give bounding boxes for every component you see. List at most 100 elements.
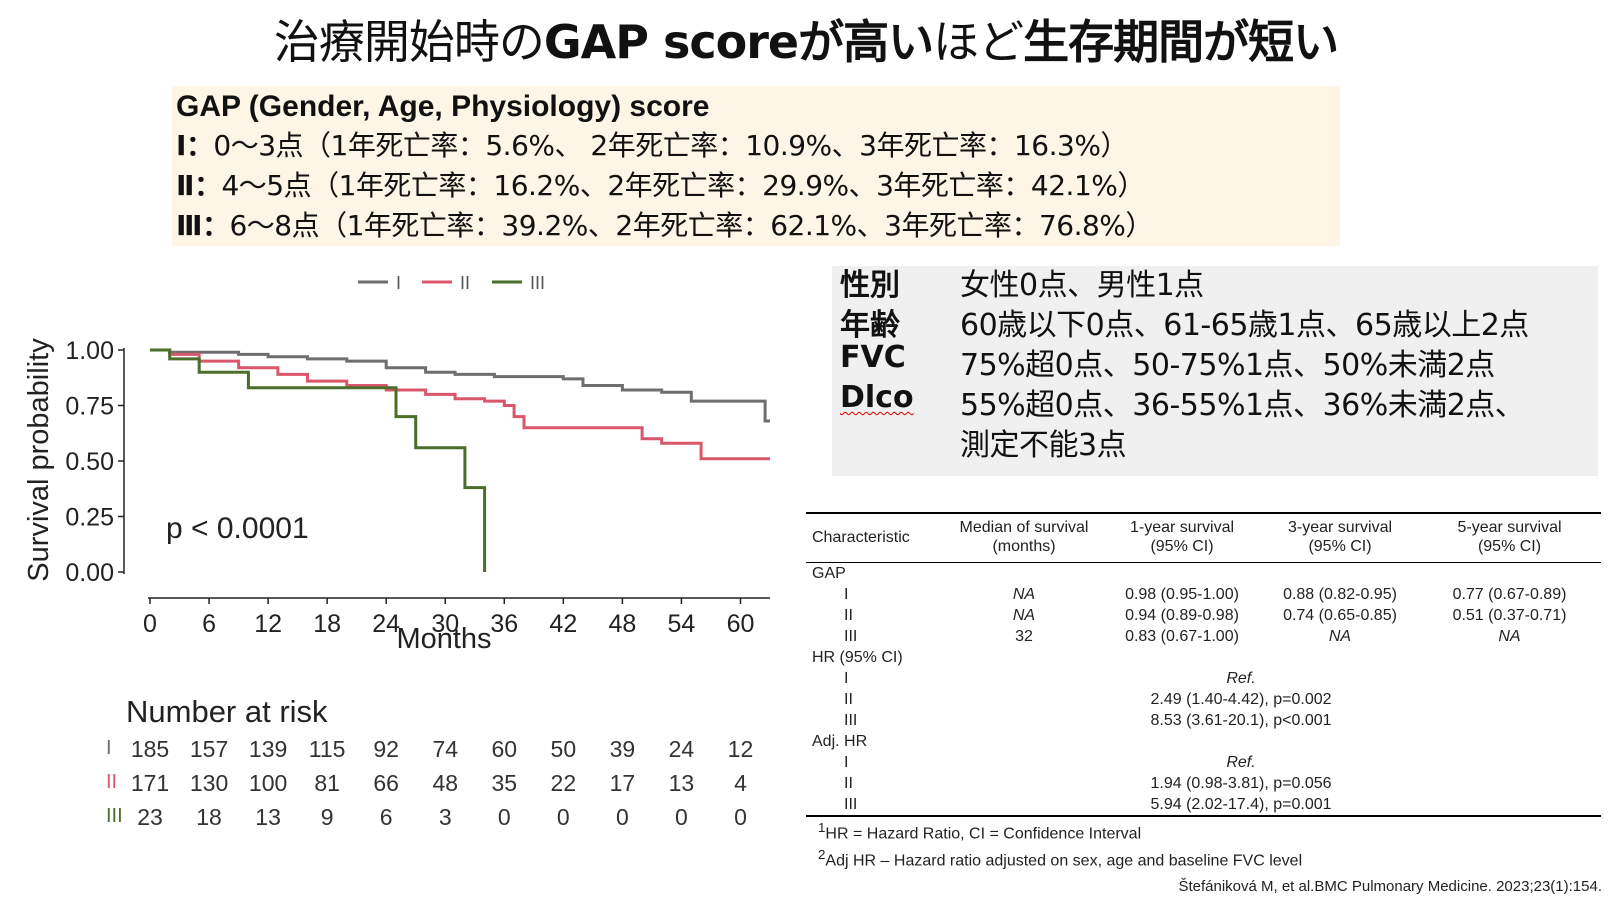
km-survival-chart: I II III 0.000.250.500.751.000 6 12 18 24 30 36 4… <box>23 273 770 655</box>
table-cell: II <box>844 775 853 792</box>
title-part-3: が高い <box>798 15 934 69</box>
criteria-key: 年齢 <box>840 308 900 343</box>
risk-cell: 6 <box>379 804 393 830</box>
risk-cell: 100 <box>248 770 288 796</box>
table-header: 5-year survival (95% CI) <box>1457 519 1562 555</box>
table-cell: Ref. <box>1226 754 1256 771</box>
x-tick-label: 6 <box>202 610 216 638</box>
table-row: Adj. HR <box>806 731 1601 752</box>
chart-curves <box>150 348 770 572</box>
risk-cell: 22 <box>550 770 577 796</box>
title-part-5: 生存期間が短い <box>1023 15 1339 69</box>
gap-stage-label: Ⅰ： <box>176 129 214 162</box>
table-cell: III <box>844 628 858 645</box>
table-row: II 2.49 (1.40-4.42), p=0.002 <box>806 689 1601 710</box>
footnote-marker: 1 <box>818 820 826 835</box>
table-cell: 0.94 (0.89-0.98) <box>1125 607 1239 624</box>
x-tick-label: 54 <box>668 610 696 638</box>
x-tick-label: 24 <box>372 610 400 638</box>
table-cell: 0.77 (0.67-0.89) <box>1452 586 1567 603</box>
risk-cell: 92 <box>373 736 399 762</box>
risk-cell: 39 <box>609 736 636 762</box>
gap-stage-text: 4〜5点（1年死亡率：16.2%、2年死亡率：29.9%、3年死亡率：42.1%… <box>221 169 1145 202</box>
p-value-annotation: p < 0.0001 <box>166 512 309 545</box>
x-tick-label: 30 <box>431 610 459 638</box>
legend-label: I <box>396 273 401 293</box>
table-cell: 2.49 (1.40-4.42), p=0.002 <box>1150 691 1332 708</box>
risk-cell: 115 <box>308 736 346 762</box>
table-header: Characteristic <box>812 528 910 546</box>
legend-label: II <box>460 273 470 293</box>
y-axis-label: Survival probability <box>23 338 55 582</box>
risk-cell: 35 <box>491 770 518 796</box>
gap-stage-label: Ⅲ： <box>176 209 230 242</box>
criteria-box: 性別 女性0点、男性1点 年齢 60歳以下0点、61-65歳1点、65歳以上2点… <box>832 266 1598 476</box>
gap-stage-row: Ⅲ：6〜8点（1年死亡率：39.2%、2年死亡率：62.1%、3年死亡率：76.… <box>176 204 1153 244</box>
table-cell: 8.53 (3.61-20.1), p<0.001 <box>1150 712 1332 729</box>
table-section-label: Adj. HR <box>812 733 868 750</box>
gap-stage-row: Ⅰ：0〜3点（1年死亡率：5.6%、 2年死亡率：10.9%、3年死亡率：16.… <box>176 124 1128 164</box>
table-header: 3-year survival (95% CI) <box>1287 519 1393 555</box>
gap-stage-text: 0〜3点（1年死亡率：5.6%、 2年死亡率：10.9%、3年死亡率：16.3%… <box>213 129 1128 162</box>
table-cell: NA <box>1498 628 1521 645</box>
criteria-key: 性別 <box>840 268 900 303</box>
criteria-key: FVC <box>840 340 906 375</box>
table-cell: 5.94 (2.02-17.4), p=0.001 <box>1150 796 1332 813</box>
x-axis-label: Months <box>396 623 491 655</box>
table-cell: 0.98 (0.95-1.00) <box>1125 586 1239 603</box>
risk-cell: 18 <box>196 804 222 830</box>
table-cell: NA <box>1012 586 1036 603</box>
risk-cell: 50 <box>550 736 577 762</box>
risk-cell: 0 <box>556 804 570 830</box>
risk-cell: 0 <box>734 804 747 830</box>
risk-row-label: I <box>106 737 112 759</box>
footnote-1: HR = Hazard Ratio, CI = Confidence Inter… <box>825 825 1142 843</box>
survival-table: Characteristic Median of survival (month… <box>806 512 1601 872</box>
gap-score-box: GAP (Gender, Age, Physiology) score Ⅰ：0〜… <box>172 86 1340 246</box>
risk-cell: 81 <box>314 770 340 796</box>
y-tick-label: 0.00 <box>65 559 114 587</box>
x-tick-label: 60 <box>727 610 755 638</box>
risk-cell: 3 <box>438 804 452 830</box>
km-curve-i <box>150 348 770 423</box>
table-cell: 0.74 (0.65-0.85) <box>1283 607 1397 624</box>
table-section-label: GAP <box>812 565 846 582</box>
risk-cell: 24 <box>668 736 695 762</box>
x-tick-label: 36 <box>490 610 518 638</box>
table-cell: I <box>844 586 849 603</box>
risk-cell: 60 <box>491 736 518 762</box>
table-cell: 0.88 (0.82-0.95) <box>1283 586 1397 603</box>
table-footnote-row: 2Adj HR – Hazard ratio adjusted on sex, … <box>806 844 1601 871</box>
risk-cell: 13 <box>255 804 281 830</box>
table-cell: I <box>844 670 849 687</box>
chart-axes: 0.00 0.25 0.50 0.75 1.00 0 6 12 18 24 30 36 42 48 54 60 <box>65 337 770 638</box>
gap-stage-text: 6〜8点（1年死亡率：39.2%、2年死亡率：62.1%、3年死亡率：76.8%… <box>229 209 1153 242</box>
table-header: Median of survival (months) <box>959 519 1089 555</box>
table-header: 1-year survival (95% CI) <box>1129 519 1235 555</box>
table-cell: II <box>844 607 853 624</box>
risk-cell: 0 <box>615 804 629 830</box>
y-tick-label: 0.50 <box>65 448 114 476</box>
table-cell: III <box>844 712 858 729</box>
slide-title: 治療開始時のGAP scoreが高いほど生存期間が短い <box>0 12 1612 72</box>
risk-cell: 9 <box>320 804 334 830</box>
gap-stage-row: Ⅱ：4〜5点（1年死亡率：16.2%、2年死亡率：29.9%、3年死亡率：42.… <box>176 164 1145 204</box>
title-part-2: GAP score <box>543 15 799 69</box>
table-cell: NA <box>1328 628 1352 645</box>
y-tick-label: 0.25 <box>65 504 114 532</box>
risk-cell: 12 <box>727 736 754 762</box>
risk-cell: 4 <box>734 770 747 796</box>
table-cell: 0.51 (0.37-0.71) <box>1452 607 1567 624</box>
table-row: III 32 0.83 (0.67-1.00) NA NA <box>806 626 1601 647</box>
table-cell: 1.94 (0.98-3.81), p=0.056 <box>1150 775 1332 792</box>
table-cell: 32 <box>1015 628 1033 645</box>
table-cell: II <box>844 691 853 708</box>
x-tick-label: 18 <box>313 610 341 638</box>
risk-cell: 23 <box>137 804 163 830</box>
footnote-marker: 2 <box>818 847 826 863</box>
x-tick-label: 0 <box>143 610 157 638</box>
table-row: III 5.94 (2.02-17.4), p=0.001 <box>806 794 1601 816</box>
title-part-1: 治療開始時の <box>273 15 545 69</box>
table-section-label: HR (95% CI) <box>812 649 903 666</box>
table-row: I NA 0.98 (0.95-1.00) 0.88 (0.82-0.95) 0… <box>806 584 1601 605</box>
